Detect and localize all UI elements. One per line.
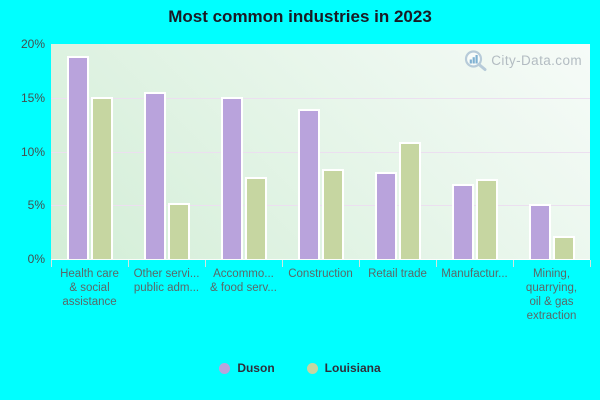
x-category-label-line: assistance	[62, 296, 117, 308]
x-category-label-3: Construction	[276, 267, 366, 281]
bar-louisiana-4	[399, 141, 421, 259]
bar-duson-4	[375, 171, 397, 259]
x-category-label-line: Construction	[288, 268, 353, 280]
gridline-5	[51, 205, 590, 207]
x-category-label-line: & social	[69, 282, 110, 294]
gridline-10	[51, 151, 590, 153]
x-category-label-line: Other servi...	[133, 268, 200, 280]
x-category-label-line: Retail trade	[368, 268, 427, 280]
x-category-label-line: extraction	[526, 310, 577, 322]
legend-label: Duson	[237, 361, 275, 375]
axis-tick-4	[359, 260, 360, 267]
axis-tick-6	[513, 260, 514, 267]
chart-title: Most common industries in 2023	[168, 7, 432, 26]
legend-item-louisiana: Louisiana	[306, 361, 381, 375]
x-category-label-line: Accommo...	[213, 268, 274, 280]
legend-item-duson: Duson	[219, 361, 275, 375]
bar-duson-5	[452, 183, 474, 259]
bar-louisiana-6	[553, 236, 575, 259]
city-data-logo-icon	[465, 50, 487, 71]
watermark-text: City-Data.com	[491, 53, 582, 68]
bar-duson-6	[529, 204, 551, 259]
legend-swatch-icon	[219, 362, 231, 374]
bar-duson-3	[298, 108, 320, 259]
bar-louisiana-5	[476, 179, 498, 259]
axis-tick-5	[436, 260, 437, 267]
x-category-label-line: Mining,	[532, 268, 571, 280]
y-tick-label-5%: 5%	[27, 198, 45, 213]
legend: Duson Louisiana	[0, 361, 600, 375]
x-category-label-line: public adm...	[133, 282, 200, 294]
x-category-label-line: Health care	[60, 268, 119, 280]
gridline-15	[51, 97, 590, 99]
y-tick-label-20%: 20%	[20, 37, 45, 51]
y-tick-label-10%: 10%	[20, 144, 45, 159]
x-category-label-line: oil & gas	[529, 296, 574, 308]
x-category-label-0: Health care & social assistance	[45, 267, 135, 309]
axis-tick-7	[590, 260, 591, 267]
bar-louisiana-1	[168, 203, 190, 259]
y-tick-label-0%: 0%	[27, 252, 45, 266]
plot-area: City-Data.com	[51, 44, 590, 260]
x-category-label-line: Manufactur...	[441, 268, 508, 280]
x-category-label-5: Manufactur...	[430, 267, 520, 281]
legend-label: Louisiana	[324, 361, 381, 375]
bar-duson-2	[221, 96, 243, 259]
axis-tick-3	[282, 260, 283, 267]
x-category-label-line: & food serv...	[210, 282, 277, 294]
legend-swatch-icon	[306, 362, 318, 374]
x-category-label-2: Accommo... & food serv...	[199, 267, 289, 295]
bar-duson-1	[144, 92, 166, 259]
axis-tick-1	[128, 260, 129, 267]
axis-tick-0	[51, 260, 52, 267]
bar-duson-0	[67, 55, 89, 259]
axis-tick-2	[205, 260, 206, 267]
x-category-label-4: Retail trade	[353, 267, 443, 281]
x-category-label-6: Mining, quarrying, oil & gas extraction	[507, 267, 597, 323]
bar-louisiana-0	[91, 96, 113, 259]
bar-louisiana-2	[245, 177, 267, 259]
x-category-label-line: quarrying,	[525, 282, 578, 294]
bar-louisiana-3	[322, 168, 344, 259]
watermark: City-Data.com	[463, 49, 582, 72]
y-tick-label-15%: 15%	[20, 90, 45, 105]
x-category-label-1: Other servi... public adm...	[122, 267, 212, 295]
